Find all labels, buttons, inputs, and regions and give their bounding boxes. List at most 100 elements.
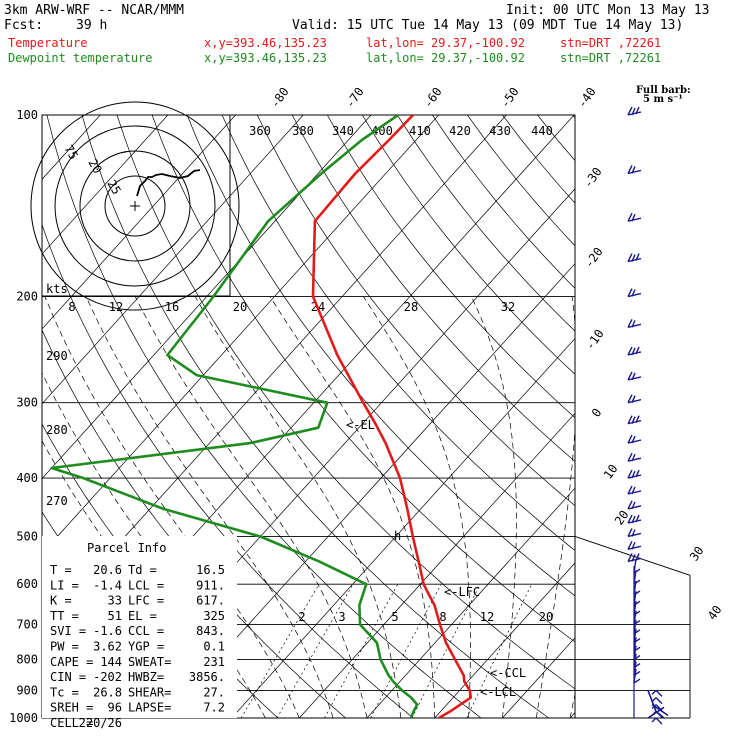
dry-adiabat-line	[186, 115, 575, 597]
wind-barb	[627, 212, 642, 222]
parcel-info-value: 617.	[196, 594, 225, 608]
temperature-tick-label: 10	[601, 462, 621, 482]
dry-adiabat-line	[151, 115, 575, 643]
wind-barb	[633, 558, 641, 574]
xy-readout-dew: x,y=393.46,135.23	[204, 51, 327, 65]
dry-adiabat-line	[502, 115, 575, 204]
fcst-label: Fcst:	[4, 18, 44, 33]
mixing-ratio-line	[276, 584, 354, 718]
mixing-ratio-label: 8	[439, 610, 446, 624]
mixing-ratio-line	[240, 584, 320, 718]
mixing-ratio-label: 2	[298, 610, 305, 624]
dry-adiabat-line	[256, 115, 575, 507]
parcel-info-value: 16.5	[196, 563, 225, 577]
speed-tick-label: 20	[233, 300, 247, 314]
temperature-tick-label: -50	[498, 85, 522, 111]
temperature-tick-label: 0	[589, 406, 605, 420]
parcel-info-value: 220/26	[79, 716, 122, 730]
dry-adiabat-line	[643, 115, 740, 731]
hodograph-ring	[30, 101, 240, 311]
parcel-info-label: LCL =	[128, 578, 164, 592]
isotherm-line	[42, 115, 440, 554]
wind-barb	[651, 689, 663, 697]
lfc-marker-label: <-LFC	[444, 585, 480, 599]
parcel-info-value: 144	[100, 655, 122, 669]
el-marker-label: <-EL	[346, 418, 375, 432]
parcel-info-value: 20.6	[93, 563, 122, 577]
wind-barb	[627, 553, 642, 563]
lcl-marker-label: <-LCL	[480, 685, 516, 699]
parcel-info-value: 33	[108, 594, 122, 608]
wind-barb	[627, 288, 642, 298]
moist-adiabat-line	[471, 296, 517, 718]
hodograph-trace	[136, 169, 201, 197]
latlon-readout-dew: lat,lon= 29.37,-100.92	[366, 51, 525, 65]
wind-barb	[627, 346, 642, 356]
temperature-tick-label: -70	[343, 85, 367, 111]
hwbz-marker: h	[394, 529, 401, 543]
wind-barb	[627, 106, 642, 116]
theta-tick-label: 410	[409, 124, 431, 138]
full-barb-label: Full barb:	[636, 85, 691, 96]
plot-frame	[41, 114, 576, 719]
hodograph-ring	[79, 150, 191, 262]
moist-adiabat-line	[194, 296, 402, 718]
parcel-info-label: LAPSE=	[128, 701, 171, 715]
parcel-info-value: 27.	[203, 685, 225, 699]
parcel-info-label: SVI =	[50, 624, 86, 638]
init-time: Init: 00 UTC Mon 13 May 13	[506, 3, 710, 18]
pressure-tick-label: 1000	[9, 711, 38, 725]
parcel-info-label: LFC =	[128, 594, 164, 608]
parcel-info-value: 51	[108, 609, 122, 623]
hodograph-ring	[54, 125, 216, 287]
pressure-tick-label: 700	[16, 618, 38, 632]
pressure-tick-label: 300	[16, 396, 38, 410]
wind-barb	[651, 717, 663, 725]
theta-tick-label: 270	[46, 494, 68, 508]
parcel-info-label: K =	[50, 594, 72, 608]
hodograph-box	[41, 114, 231, 297]
dry-adiabat-line	[537, 115, 575, 162]
temperature-tick-label: -80	[268, 85, 292, 111]
parcel-info-label: SWEAT=	[128, 655, 171, 669]
dry-adiabat-line	[572, 115, 575, 119]
theta-tick-label: 400	[371, 124, 393, 138]
parcel-info-label: CCL =	[128, 624, 164, 638]
parcel-info-background	[42, 536, 237, 718]
parcel-info-label: SREH =	[50, 701, 93, 715]
frame-diagonal-line	[574, 536, 691, 576]
parcel-info-label: CELL =	[50, 716, 93, 730]
speed-tick-label: 16	[165, 300, 179, 314]
surface-wind-barbs	[647, 690, 669, 719]
wind-barb	[627, 415, 642, 425]
theta-tick-label: 420	[449, 124, 471, 138]
theta-tick-label: 380	[292, 124, 314, 138]
theta-tick-label: 360	[249, 124, 271, 138]
pressure-tick-label: 100	[16, 108, 38, 122]
parcel-info-value: 231	[203, 655, 225, 669]
dry-adiabat-line	[362, 115, 575, 375]
parcel-info-label: Tc =	[50, 685, 79, 699]
isotherm-line	[626, 87, 740, 730]
valid-time: Valid: 15 UTC Tue 14 May 13 (09 MDT Tue …	[292, 18, 684, 33]
pressure-tick-label: 800	[16, 653, 38, 667]
parcel-info-value: -1.6	[93, 624, 122, 638]
wind-barb	[627, 394, 642, 404]
wind-barb	[627, 540, 642, 550]
parcel-info-label: LI =	[50, 578, 79, 592]
dewpoint-series-line	[50, 115, 419, 718]
wind-barbs	[627, 106, 663, 725]
temperature-legend: Temperature	[8, 36, 88, 50]
parcel-info-label: EL =	[128, 609, 157, 623]
dry-adiabat-line	[42, 223, 414, 718]
speed-tick-label: 28	[404, 300, 418, 314]
isotherm-line	[434, 562, 575, 718]
wind-barb	[627, 500, 642, 510]
pressure-tick-label: 600	[16, 577, 38, 591]
pressure-tick-label: 200	[16, 290, 38, 304]
dewpoint-legend: Dewpoint temperature	[8, 51, 153, 65]
isotherm-line	[42, 115, 237, 330]
pressure-tick-label: 900	[16, 683, 38, 697]
temperature-tick-label: -60	[421, 85, 445, 111]
